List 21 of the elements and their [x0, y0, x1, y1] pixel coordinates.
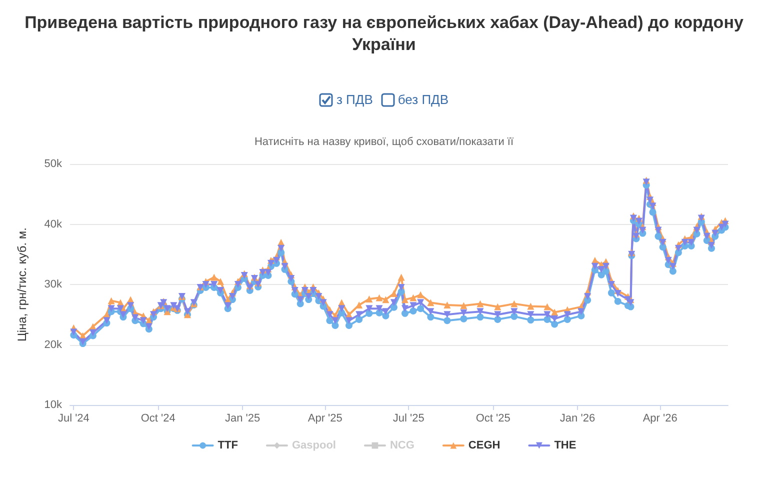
y-tick-label: 30k — [44, 278, 62, 290]
text: без ПДВ — [398, 92, 449, 107]
x-tick-label: Jul '25 — [392, 412, 424, 424]
chart-title: Приведена вартість природного газу на європейських хабах (Day-Ahead) до кордону України — [24, 12, 744, 56]
y-tick-label: 40k — [44, 218, 62, 230]
x-tick-label: Apr '25 — [308, 412, 342, 424]
legend-label: TTF — [218, 440, 238, 452]
legend-label: CEGH — [468, 440, 500, 452]
legend-label: THE — [554, 440, 576, 452]
y-tick-label: 10k — [44, 399, 62, 411]
y-tick-label: 20k — [44, 338, 62, 351]
x-tick-label: Jan '25 — [224, 412, 260, 424]
x-tick-label: Apr '26 — [642, 412, 678, 424]
x-tick-label: Jul '24 — [58, 412, 90, 424]
chart-subtitle: Натисніть на назву кривої, щоб сховати/показати її — [253, 136, 515, 148]
text: з ПДВ — [336, 92, 373, 107]
x-tick-label: Jan '26 — [560, 412, 596, 424]
x-tick-label: Oct '25 — [476, 412, 510, 424]
y-axis-title: Ціна, грн/тис. куб. м. — [15, 227, 29, 342]
y-tick-label: 50k — [44, 158, 62, 170]
x-tick-label: Oct '24 — [140, 412, 176, 424]
